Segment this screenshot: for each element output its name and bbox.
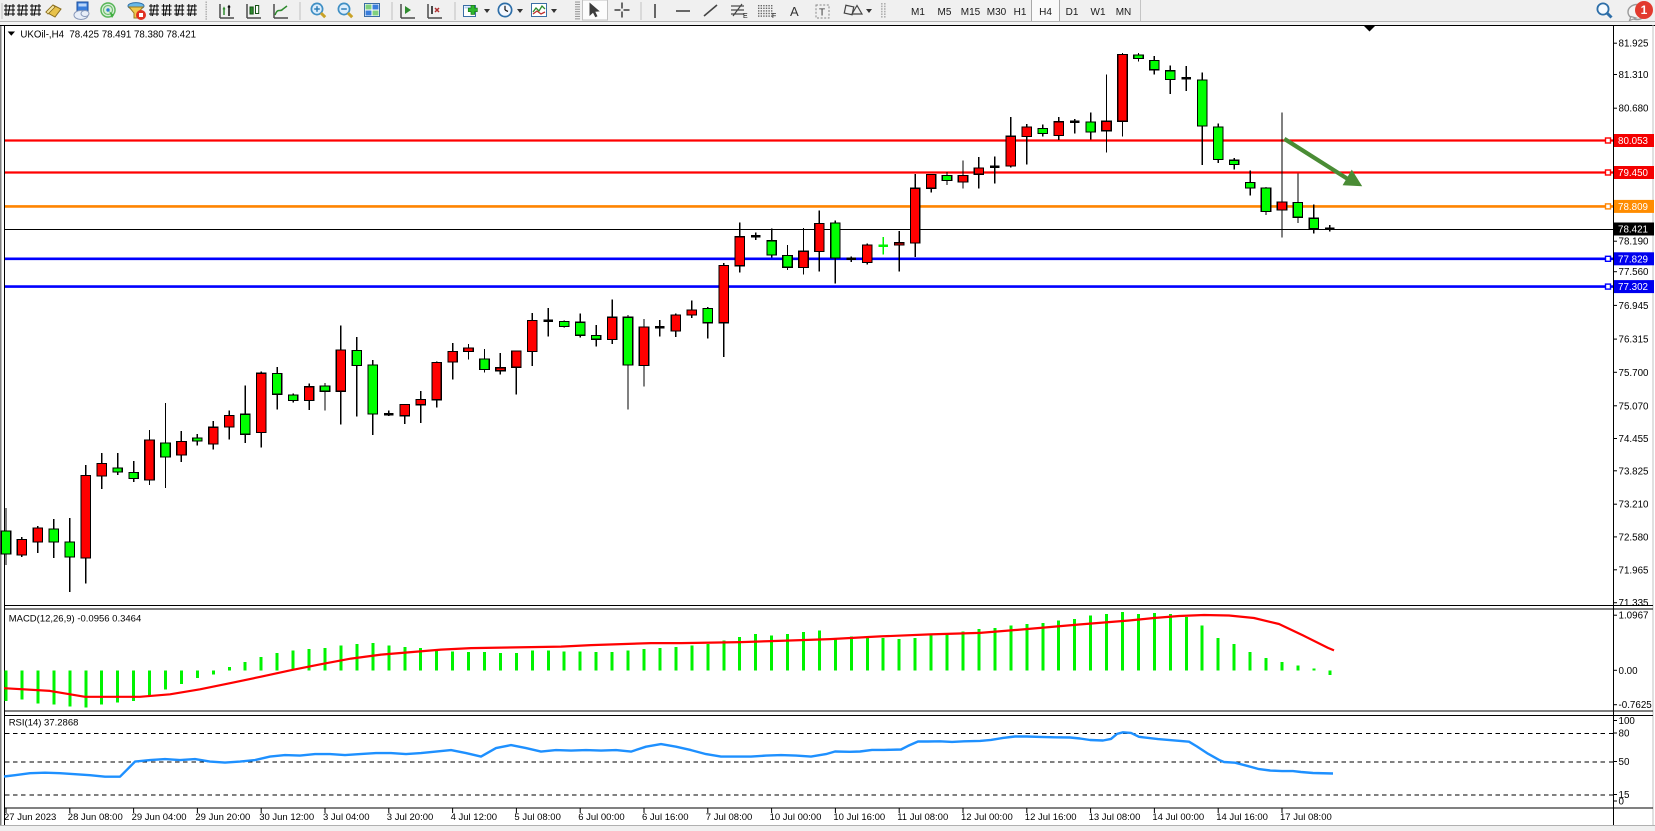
svg-text:4 Jul 12:00: 4 Jul 12:00 [451, 812, 497, 823]
svg-text:13 Jul 08:00: 13 Jul 08:00 [1089, 812, 1141, 823]
svg-text:17 Jul 08:00: 17 Jul 08:00 [1280, 812, 1332, 823]
svg-text:1.0967: 1.0967 [1619, 611, 1649, 622]
svg-text:W1: W1 [1091, 7, 1106, 18]
svg-text:3 Jul 04:00: 3 Jul 04:00 [323, 812, 369, 823]
svg-text:29 Jun 20:00: 29 Jun 20:00 [195, 812, 250, 823]
svg-text:71.335: 71.335 [1619, 598, 1650, 609]
svg-text:27 Jun 2023: 27 Jun 2023 [4, 812, 56, 823]
svg-text:15: 15 [1619, 790, 1630, 801]
svg-text:M15: M15 [961, 7, 981, 18]
svg-text:30 Jun 12:00: 30 Jun 12:00 [259, 812, 314, 823]
svg-text:71.965: 71.965 [1619, 565, 1650, 576]
svg-text:6 Jul 00:00: 6 Jul 00:00 [578, 812, 624, 823]
svg-text:D1: D1 [1066, 7, 1079, 18]
svg-text:78.809: 78.809 [1618, 202, 1648, 213]
svg-text:H1: H1 [1014, 7, 1027, 18]
svg-text:79.450: 79.450 [1618, 168, 1649, 179]
svg-text:3 Jul 20:00: 3 Jul 20:00 [387, 812, 433, 823]
svg-text:MN: MN [1116, 7, 1132, 18]
svg-text:28 Jun 08:00: 28 Jun 08:00 [68, 812, 123, 823]
svg-text:12 Jul 00:00: 12 Jul 00:00 [961, 812, 1013, 823]
svg-text:76.945: 76.945 [1619, 301, 1650, 312]
svg-text:81.310: 81.310 [1619, 70, 1650, 81]
svg-text:77.302: 77.302 [1618, 282, 1648, 293]
svg-text:10 Jul 16:00: 10 Jul 16:00 [833, 812, 885, 823]
svg-text:M30: M30 [987, 7, 1007, 18]
svg-text:M1: M1 [911, 7, 925, 18]
svg-text:A: A [790, 4, 799, 19]
svg-text:E: E [743, 13, 748, 20]
svg-text:72.580: 72.580 [1619, 532, 1650, 543]
svg-text:0: 0 [1619, 797, 1625, 808]
svg-text:14 Jul 00:00: 14 Jul 00:00 [1152, 812, 1204, 823]
svg-text:5 Jul 08:00: 5 Jul 08:00 [514, 812, 560, 823]
svg-text:MACD(12,26,9) -0.0956 0.3464: MACD(12,26,9) -0.0956 0.3464 [9, 613, 142, 624]
svg-text:75.070: 75.070 [1619, 401, 1650, 412]
svg-text:12 Jul 16:00: 12 Jul 16:00 [1025, 812, 1077, 823]
svg-text:-0.7625: -0.7625 [1619, 700, 1653, 711]
svg-text:H4: H4 [1039, 7, 1052, 18]
svg-text:50: 50 [1619, 757, 1630, 768]
svg-text:81.925: 81.925 [1619, 39, 1650, 50]
svg-text:78.421: 78.421 [1618, 225, 1648, 236]
svg-text:7 Jul 08:00: 7 Jul 08:00 [706, 812, 752, 823]
svg-text:10 Jul 00:00: 10 Jul 00:00 [770, 812, 822, 823]
svg-text:76.315: 76.315 [1619, 335, 1650, 346]
svg-text:80: 80 [1619, 729, 1630, 740]
svg-text:M5: M5 [938, 7, 952, 18]
svg-text:73.210: 73.210 [1619, 500, 1650, 511]
svg-text:1: 1 [1641, 3, 1648, 17]
svg-text:0.00: 0.00 [1619, 666, 1639, 677]
svg-text:29 Jun 04:00: 29 Jun 04:00 [132, 812, 187, 823]
svg-text:77.829: 77.829 [1618, 254, 1648, 265]
svg-text:100: 100 [1619, 716, 1636, 727]
svg-text:75.700: 75.700 [1619, 368, 1650, 379]
svg-text:T: T [819, 8, 825, 19]
svg-text:73.825: 73.825 [1619, 466, 1650, 477]
svg-text:11 Jul 08:00: 11 Jul 08:00 [897, 812, 948, 823]
svg-text:RSI(14) 37.2868: RSI(14) 37.2868 [9, 717, 79, 728]
svg-text:78.190: 78.190 [1619, 237, 1650, 248]
svg-text:14 Jul 16:00: 14 Jul 16:00 [1216, 812, 1268, 823]
svg-text:UKOil-,H4 78.425 78.491 78.38: UKOil-,H4 78.425 78.491 78.380 78.421 [20, 30, 196, 41]
svg-text:6 Jul 16:00: 6 Jul 16:00 [642, 812, 688, 823]
svg-text:80.053: 80.053 [1618, 136, 1649, 147]
svg-text:F: F [772, 13, 776, 20]
svg-text:80.680: 80.680 [1619, 104, 1650, 115]
svg-text:74.455: 74.455 [1619, 434, 1650, 445]
svg-text:77.560: 77.560 [1619, 267, 1650, 278]
